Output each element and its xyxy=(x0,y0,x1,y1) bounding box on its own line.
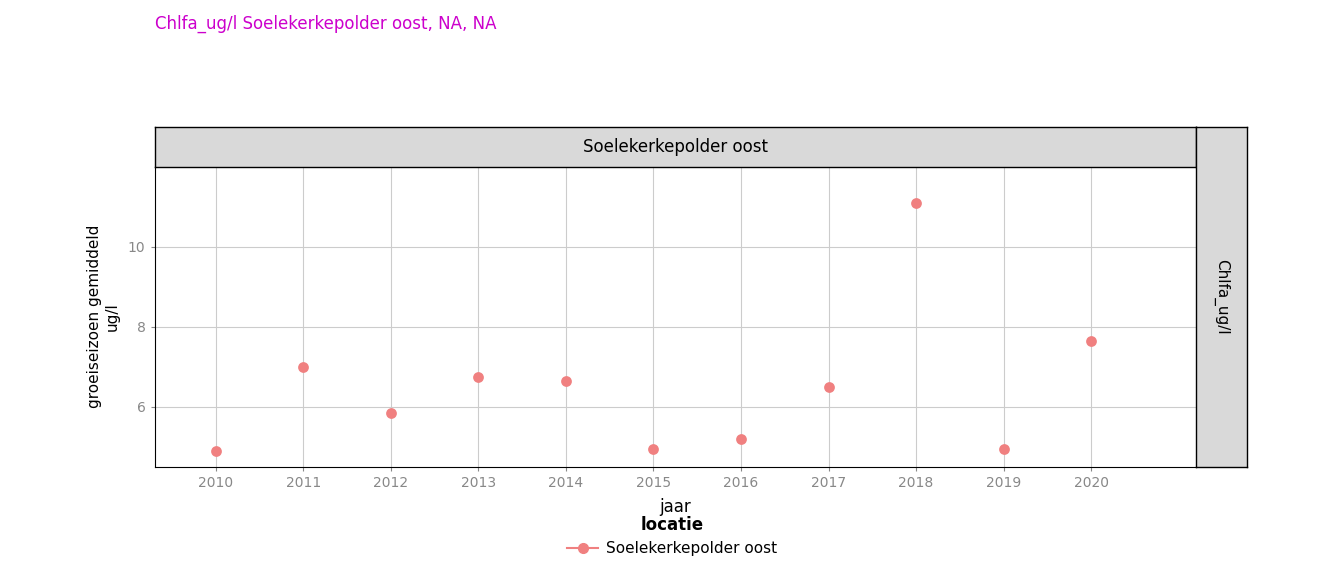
Point xyxy=(1081,336,1102,346)
Point xyxy=(555,376,577,385)
Point xyxy=(817,382,839,391)
X-axis label: jaar: jaar xyxy=(660,498,691,516)
Legend: Soelekerkepolder oost: Soelekerkepolder oost xyxy=(562,510,782,563)
Text: Chlfa_ug/l Soelekerkepolder oost, NA, NA: Chlfa_ug/l Soelekerkepolder oost, NA, NA xyxy=(155,14,496,33)
Text: Chlfa_ug/l: Chlfa_ug/l xyxy=(1214,259,1230,335)
Point xyxy=(642,444,664,453)
Text: Soelekerkepolder oost: Soelekerkepolder oost xyxy=(583,138,767,156)
Point xyxy=(906,198,927,207)
Point xyxy=(730,434,751,443)
Point xyxy=(468,372,489,381)
Y-axis label: groeiseizoen gemiddeld
ug/l: groeiseizoen gemiddeld ug/l xyxy=(87,225,120,408)
Point xyxy=(293,362,314,372)
Point xyxy=(380,408,402,417)
Point xyxy=(206,446,227,455)
Point xyxy=(993,444,1015,453)
